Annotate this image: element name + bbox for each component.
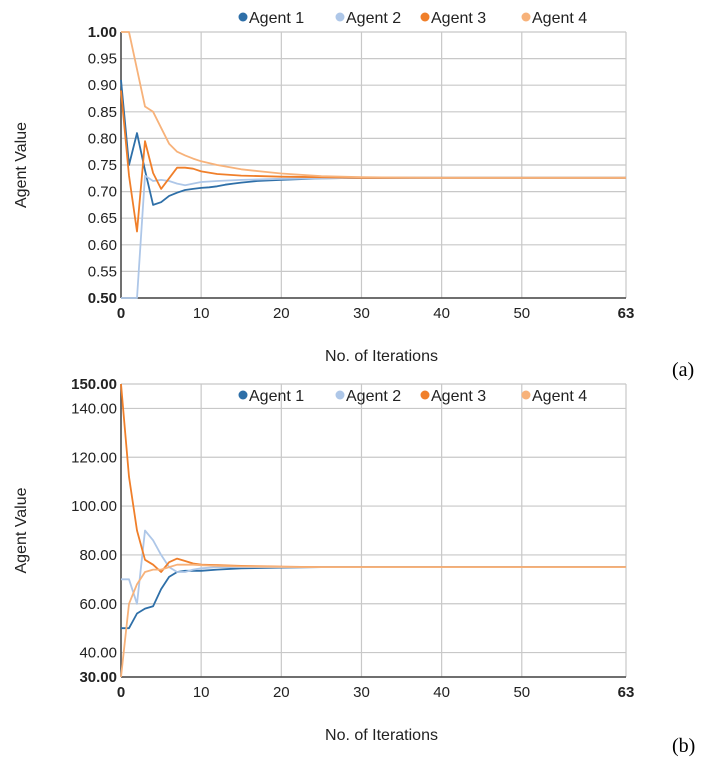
legend-marker: [238, 390, 248, 400]
series-line-agent-2: [121, 174, 626, 299]
y-tick-label: 140.00: [71, 400, 117, 417]
legend-item: Agent 3: [420, 10, 486, 27]
x-tick-label: 50: [513, 684, 530, 701]
y-tick-label: 0.95: [88, 51, 117, 68]
y-tick-label: 80.00: [79, 547, 117, 564]
x-axis-title: No. of Iterations: [325, 348, 438, 365]
y-tick-label: 0.80: [88, 130, 117, 147]
legend-label: Agent 3: [431, 388, 486, 405]
legend-marker: [420, 12, 430, 22]
y-tick-label: 30.00: [79, 669, 117, 686]
legend-item: Agent 4: [521, 10, 587, 27]
x-tick-label: 0: [117, 305, 125, 322]
panel-label: (b): [672, 735, 695, 757]
y-tick-label: 150.00: [71, 376, 117, 393]
series-line-agent-3: [120, 383, 626, 573]
y-tick-label: 0.55: [88, 263, 117, 280]
legend-marker: [521, 390, 531, 400]
y-tick-label: 0.50: [88, 290, 117, 307]
legend-marker: [521, 12, 531, 22]
x-axis-title: No. of Iterations: [325, 727, 438, 744]
y-tick-label: 40.00: [79, 645, 117, 662]
x-tick-label: 40: [433, 305, 450, 322]
legend-marker: [335, 12, 345, 22]
chart-b: 0 10 20 30 40 50 63 30.00 40.00 60.00 80.00 100.00 1…: [13, 376, 695, 757]
grid: [120, 31, 627, 299]
legend-label: Agent 1: [249, 388, 304, 405]
x-tick-label: 10: [193, 684, 210, 701]
y-tick-label: 1.00: [88, 24, 117, 41]
legend-label: Agent 3: [431, 10, 486, 27]
x-tick-label: 30: [353, 305, 370, 322]
x-tick-label: 30: [353, 684, 370, 701]
series-line-agent-1: [120, 79, 626, 206]
legend-item: Agent 2: [335, 10, 401, 27]
y-axis-title: Agent Value: [13, 487, 30, 573]
legend-label: Agent 2: [346, 388, 401, 405]
x-tick-label: 20: [273, 305, 290, 322]
y-axis-title: Agent Value: [13, 122, 30, 208]
legend-label: Agent 1: [249, 10, 304, 27]
series-lines: [120, 383, 626, 678]
y-tick-label: 100.00: [71, 498, 117, 515]
y-tick-label: 0.85: [88, 104, 117, 121]
series-line-agent-4: [120, 563, 626, 678]
x-tick-label: 50: [513, 305, 530, 322]
legend-label: Agent 4: [532, 10, 587, 27]
legend-item: Agent 2: [335, 388, 401, 405]
grid: [120, 383, 627, 678]
legend-item: Agent 1: [238, 388, 304, 405]
legend-label: Agent 2: [346, 10, 401, 27]
y-tick-label: 120.00: [71, 449, 117, 466]
y-tick-label: 0.90: [88, 77, 117, 94]
legend-label: Agent 4: [532, 388, 587, 405]
y-tick-label: 60.00: [79, 596, 117, 613]
panel-label: (a): [672, 359, 694, 381]
x-tick-label: 0: [117, 684, 125, 701]
x-tick-label: 10: [193, 305, 210, 322]
x-tick-label: 40: [433, 684, 450, 701]
chart-a: 0 10 20 30 40 50 63 0.50 0.55 0.60 0.65 0.70 0.75 0.8…: [13, 10, 694, 381]
legend-item: Agent 3: [420, 388, 486, 405]
series-line-agent-1: [121, 566, 626, 630]
legend-marker: [335, 390, 345, 400]
y-tick-label: 0.60: [88, 237, 117, 254]
y-tick-label: 0.75: [88, 157, 117, 174]
series-line-agent-4: [121, 31, 626, 179]
y-tick-label: 0.70: [88, 184, 117, 201]
legend-item: Agent 1: [238, 10, 304, 27]
x-tick-label: 63: [618, 684, 635, 701]
legend: Agent 1 Agent 2 Agent 3 Agent 4: [238, 388, 587, 405]
legend-marker: [420, 390, 430, 400]
x-tick-label: 63: [618, 305, 635, 322]
legend: Agent 1 Agent 2 Agent 3 Agent 4: [238, 10, 587, 27]
legend-marker: [238, 12, 248, 22]
y-tick-label: 0.65: [88, 210, 117, 227]
legend-item: Agent 4: [521, 388, 587, 405]
series-lines: [120, 31, 626, 299]
x-tick-label: 20: [273, 684, 290, 701]
